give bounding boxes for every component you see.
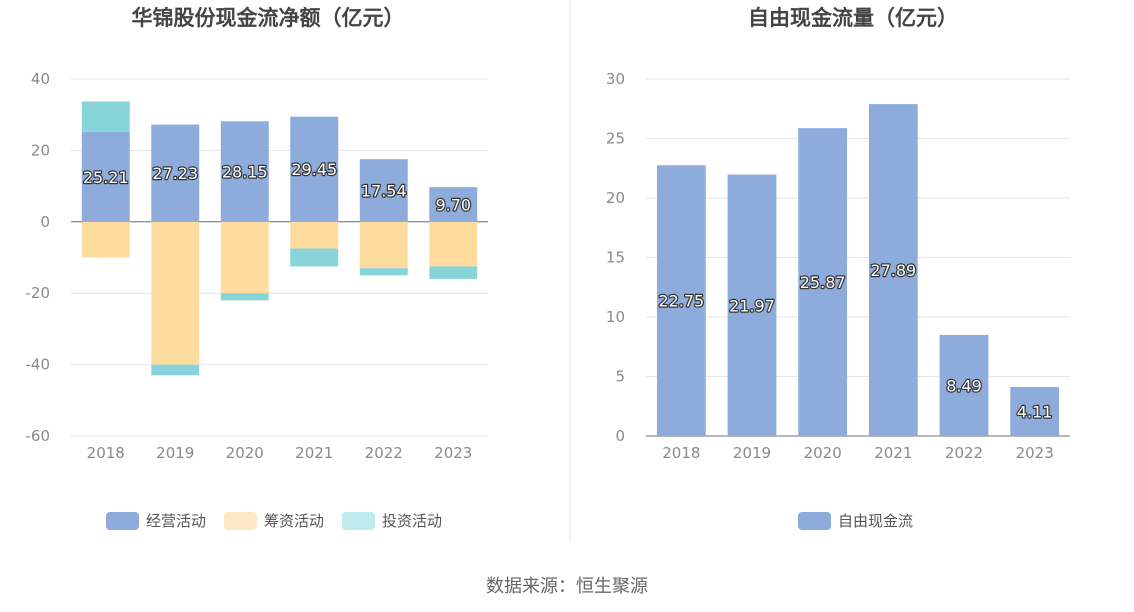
x-tick-label: 2020 (226, 444, 264, 462)
bar-2-2019[interactable] (151, 221, 200, 365)
bar-1-2022[interactable] (359, 159, 408, 222)
bar-1-2021[interactable] (868, 104, 918, 436)
data-label: 4.11 (1017, 403, 1053, 422)
free-cash-flow-legend[interactable]: 自由现金流 (798, 512, 913, 530)
y-tick-label: -60 (26, 427, 51, 445)
legend-label: 自由现金流 (838, 512, 913, 530)
bar-1-2020[interactable] (798, 128, 848, 436)
y-tick-label: 20 (31, 141, 50, 159)
free-cash-flow-grid: 30 25 20 15 10 5 0 (606, 70, 1070, 445)
legend-swatch (224, 512, 257, 530)
cash-flow-grid: 40 20 0 -20 -40 -60 (26, 70, 488, 445)
x-tick-label: 2021 (874, 444, 912, 462)
data-label: 28.15 (222, 163, 268, 182)
cash-flow-bars (81, 101, 478, 376)
data-label: 17.54 (361, 181, 407, 200)
x-tick-label: 2019 (733, 444, 771, 462)
legend-item-2[interactable]: 筹资活动 (224, 512, 324, 530)
x-tick-label: 2023 (1016, 444, 1054, 462)
bar-2-2020[interactable] (220, 221, 269, 294)
bar-2-2018[interactable] (81, 221, 130, 258)
free-cash-flow-data-labels: 22.75 21.97 25.87 27.89 8.49 4.11 (657, 260, 1053, 423)
bar-2-2021[interactable] (290, 221, 339, 249)
legend-item-1[interactable]: 经营活动 (106, 512, 206, 530)
bar-1-2022[interactable] (939, 334, 989, 436)
legend-swatch (798, 512, 831, 530)
legend-label: 筹资活动 (264, 512, 324, 530)
data-label: 27.23 (152, 164, 198, 183)
bar-3-2020[interactable] (220, 293, 269, 301)
legend-swatch (342, 512, 375, 530)
data-label: 25.87 (800, 273, 846, 292)
free-cash-flow-bars (656, 104, 1060, 436)
bar-1-2023[interactable] (429, 187, 478, 222)
y-tick-label: -40 (26, 356, 51, 374)
cash-flow-data-labels: 25.21 27.23 28.15 29.45 17.54 9.70 (82, 159, 473, 216)
cash-flow-x-ticks: 2018 2019 2020 2021 2022 2023 (87, 444, 473, 462)
y-tick-label: 40 (31, 70, 50, 88)
data-label: 21.97 (729, 296, 775, 315)
cash-flow-chart-title: 华锦股份现金流净额（亿元） (132, 6, 405, 30)
y-tick-label: 0 (615, 427, 625, 445)
bar-3-2019[interactable] (151, 364, 200, 376)
cash-flow-legend[interactable]: 经营活动 筹资活动 投资活动 (106, 512, 442, 530)
y-tick-label: 30 (606, 70, 625, 88)
data-source-note: 数据来源：恒生聚源 (486, 576, 648, 597)
bar-1-2018[interactable] (81, 131, 130, 222)
legend-label: 经营活动 (146, 512, 206, 530)
legend-item-1[interactable]: 自由现金流 (798, 512, 913, 530)
x-tick-label: 2018 (662, 444, 700, 462)
data-label: 8.49 (946, 376, 982, 395)
bar-1-2021[interactable] (290, 116, 339, 222)
legend-label: 投资活动 (382, 512, 442, 530)
y-tick-label: 0 (40, 213, 50, 231)
x-tick-label: 2022 (945, 444, 983, 462)
bar-2-2022[interactable] (359, 221, 408, 269)
bar-1-2018[interactable] (656, 165, 706, 436)
x-tick-label: 2021 (295, 444, 333, 462)
x-tick-label: 2019 (156, 444, 194, 462)
x-tick-label: 2022 (365, 444, 403, 462)
y-tick-label: 25 (606, 130, 625, 148)
x-tick-label: 2023 (434, 444, 472, 462)
data-label: 9.70 (435, 195, 471, 214)
bar-3-2021[interactable] (290, 248, 339, 267)
bar-3-2022[interactable] (359, 268, 408, 276)
x-tick-label: 2018 (87, 444, 125, 462)
x-tick-label: 2020 (804, 444, 842, 462)
free-cash-flow-x-ticks: 2018 2019 2020 2021 2022 2023 (662, 444, 1054, 462)
legend-item-3[interactable]: 投资活动 (342, 512, 442, 530)
bar-1-2023[interactable] (1010, 387, 1060, 436)
bar-1-2020[interactable] (220, 121, 269, 222)
free-cash-flow-chart-title: 自由现金流量（亿元） (748, 6, 958, 30)
data-label: 25.21 (83, 168, 129, 187)
data-label: 27.89 (870, 261, 916, 280)
bar-2-2023[interactable] (429, 221, 478, 267)
data-label: 29.45 (291, 160, 337, 179)
data-label: 22.75 (658, 292, 704, 311)
y-tick-label: 20 (606, 189, 625, 207)
legend-swatch (106, 512, 139, 530)
bar-1-2019[interactable] (151, 124, 200, 222)
bar-3-2018[interactable] (81, 101, 130, 132)
bar-1-2019[interactable] (727, 174, 777, 436)
bar-3-2023[interactable] (429, 266, 478, 279)
y-tick-label: -20 (26, 284, 51, 302)
y-tick-label: 5 (615, 368, 625, 386)
y-tick-label: 10 (606, 308, 625, 326)
y-tick-label: 15 (606, 249, 625, 267)
